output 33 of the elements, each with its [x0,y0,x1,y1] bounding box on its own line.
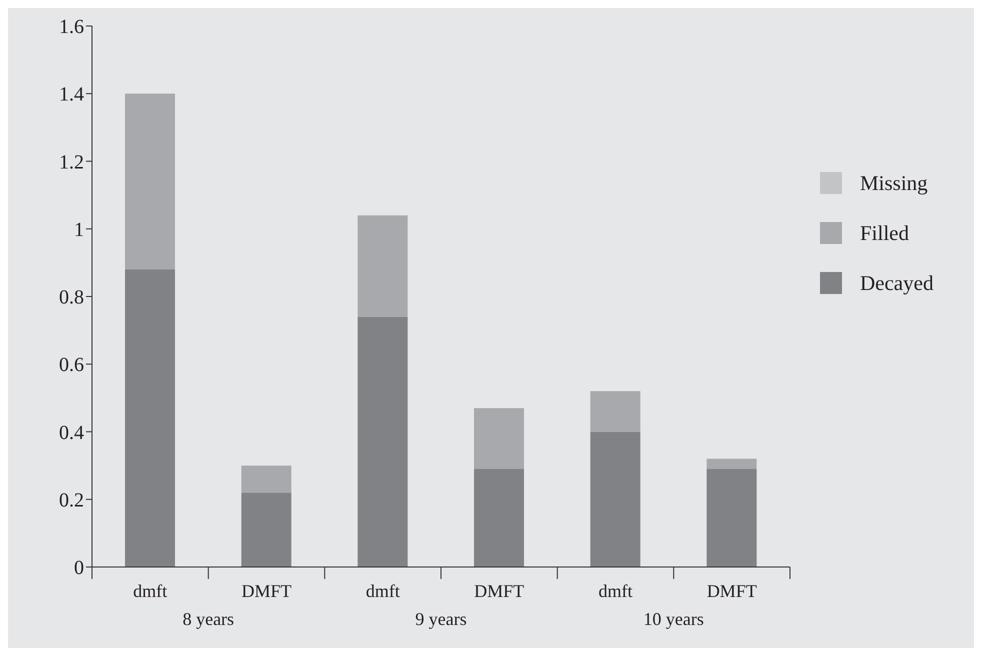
y-tick-label: 0.8 [59,286,84,309]
legend-label: Decayed [860,270,934,296]
bar [590,432,640,567]
bar [706,458,757,469]
x-tick-label: dmft [598,581,632,601]
y-tick-label: 1 [74,218,84,241]
bar [358,215,408,317]
legend-label: Missing [860,170,928,196]
text: 9 years [415,609,467,629]
bar [358,316,408,567]
bar [125,94,175,270]
x-tick-label: dmft [366,581,400,601]
y-tick-label: 0 [74,557,84,580]
x-tick-label: DMFT [706,581,757,601]
y-tick-label: 1.6 [59,16,84,38]
bar [590,391,640,432]
y-tick-label: 0.6 [59,354,84,376]
bar [241,466,292,493]
x-tick-label: dmft [133,581,168,601]
text: 8 years [182,609,234,629]
bar [706,468,757,567]
x-tick-label: DMFT [474,581,524,601]
bar [241,492,292,567]
y-tick-label: 0.2 [59,489,84,512]
bar [474,408,524,469]
legend-label: Filled [860,220,910,246]
y-tick-label: 1.4 [59,84,84,106]
text: 10 years [643,609,704,629]
x-tick-label: DMFT [241,581,292,601]
bar [125,269,175,567]
y-tick-label: 1.2 [59,151,84,174]
bar [474,468,524,567]
y-tick-label: 0.4 [59,422,84,444]
